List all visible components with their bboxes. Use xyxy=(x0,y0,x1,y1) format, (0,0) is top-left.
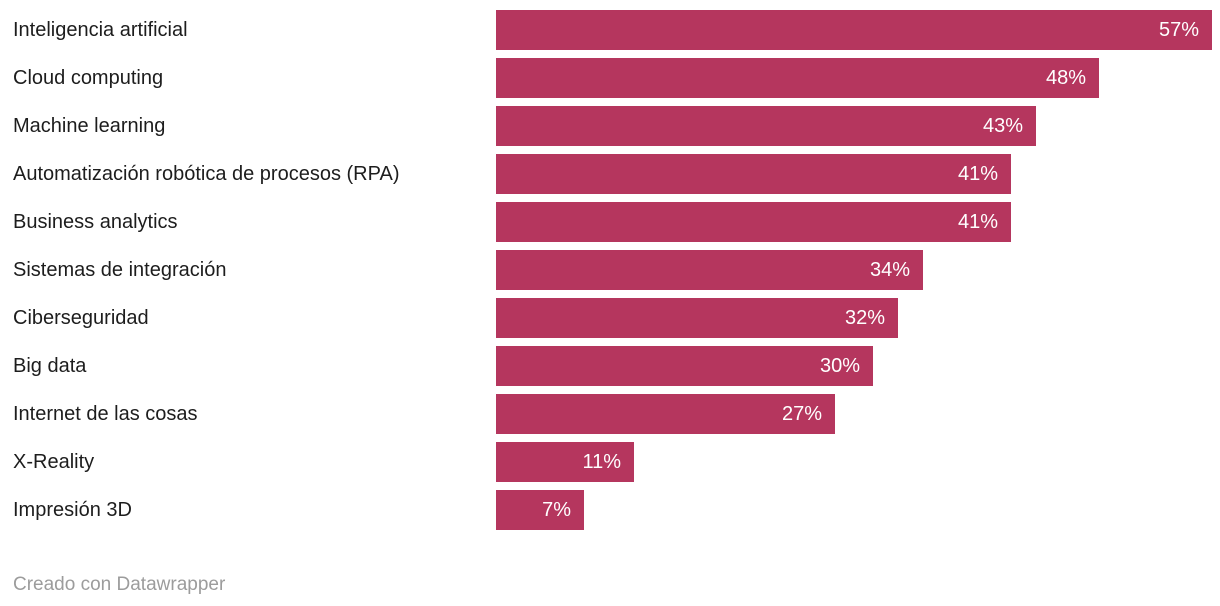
bar-value-label: 57% xyxy=(1158,18,1199,41)
bar: 30% xyxy=(496,346,873,386)
bar-value-label: 41% xyxy=(957,162,998,185)
bar: 41% xyxy=(496,202,1011,242)
bar-area: 57% xyxy=(496,10,1220,50)
bar: 34% xyxy=(496,250,923,290)
bar-row: Internet de las cosas 27% xyxy=(0,390,1220,438)
bar: 48% xyxy=(496,58,1099,98)
bar-rows: Inteligencia artificial 57% Cloud comput… xyxy=(0,6,1220,534)
bar: 32% xyxy=(496,298,898,338)
category-label: Big data xyxy=(13,355,87,377)
category-label: Business analytics xyxy=(13,211,178,233)
bar-value-label: 34% xyxy=(869,258,910,281)
bar-value-label: 27% xyxy=(781,402,822,425)
bar-value-label: 43% xyxy=(982,114,1023,137)
bar-area: 7% xyxy=(496,490,1220,530)
bar-row: Ciberseguridad 32% xyxy=(0,294,1220,342)
category-label: Internet de las cosas xyxy=(13,403,198,425)
bar-value-label: 48% xyxy=(1045,66,1086,89)
bar-value-label: 41% xyxy=(957,210,998,233)
bar-area: 32% xyxy=(496,298,1220,338)
bar: 57% xyxy=(496,10,1212,50)
bar-area: 27% xyxy=(496,394,1220,434)
bar-row: Cloud computing 48% xyxy=(0,54,1220,102)
category-label: X-Reality xyxy=(13,451,95,473)
category-label: Sistemas de integración xyxy=(13,259,227,281)
category-label: Impresión 3D xyxy=(13,499,132,521)
bar: 41% xyxy=(496,154,1011,194)
category-label: Inteligencia artificial xyxy=(13,19,188,41)
bar-row: X-Reality 11% xyxy=(0,438,1220,486)
bar-area: 43% xyxy=(496,106,1220,146)
attribution-text: Creado con Datawrapper xyxy=(13,574,226,595)
bar-row: Impresión 3D 7% xyxy=(0,486,1220,534)
bar-area: 11% xyxy=(496,442,1220,482)
bar-area: 34% xyxy=(496,250,1220,290)
bar-area: 30% xyxy=(496,346,1220,386)
bar-value-label: 11% xyxy=(582,450,621,473)
category-label: Cloud computing xyxy=(13,67,164,89)
bar-row: Machine learning 43% xyxy=(0,102,1220,150)
category-label: Ciberseguridad xyxy=(13,307,149,329)
category-label: Automatización robótica de procesos (RPA… xyxy=(13,163,400,185)
bar-row: Business analytics 41% xyxy=(0,198,1220,246)
bar-area: 41% xyxy=(496,154,1220,194)
bar: 43% xyxy=(496,106,1036,146)
bar-row: Big data 30% xyxy=(0,342,1220,390)
bar: 11% xyxy=(496,442,634,482)
bar-area: 48% xyxy=(496,58,1220,98)
category-label: Machine learning xyxy=(13,115,166,137)
bar-value-label: 32% xyxy=(844,306,885,329)
bar-value-label: 7% xyxy=(542,498,571,521)
bar-row: Sistemas de integración 34% xyxy=(0,246,1220,294)
bar-row: Inteligencia artificial 57% xyxy=(0,6,1220,54)
bar-value-label: 30% xyxy=(819,354,860,377)
bar: 7% xyxy=(496,490,584,530)
bar: 27% xyxy=(496,394,835,434)
bar-row: Automatización robótica de procesos (RPA… xyxy=(0,150,1220,198)
bar-area: 41% xyxy=(496,202,1220,242)
